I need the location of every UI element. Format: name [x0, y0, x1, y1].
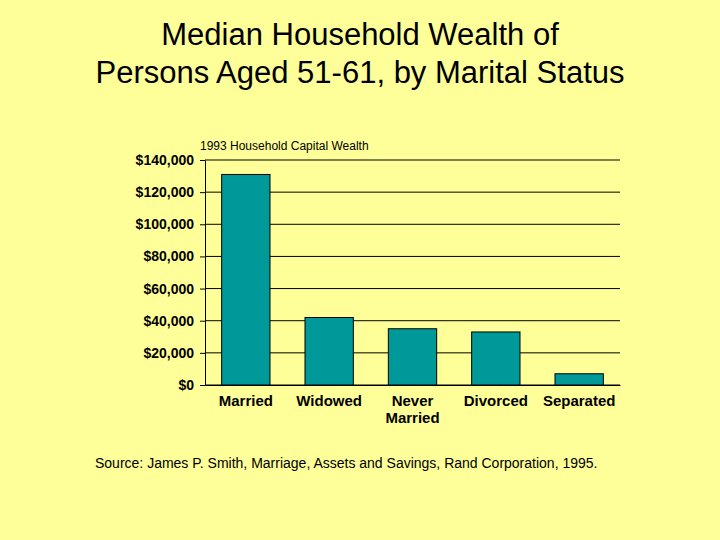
title-line: Persons Aged 51-61, by Marital Status: [95, 55, 624, 90]
x-tick-label: Widowed: [296, 392, 362, 409]
chart-svg: Median Household Wealth ofPersons Aged 5…: [0, 0, 720, 540]
x-tick: Divorced: [464, 385, 528, 409]
source-note: Source: James P. Smith, Marriage, Assets…: [95, 455, 597, 471]
y-tick-mark: [200, 289, 205, 290]
x-tick-label: Married: [219, 392, 273, 409]
x-tick-label-line: Never: [392, 392, 434, 409]
bar: [555, 374, 603, 385]
title: Median Household Wealth ofPersons Aged 5…: [95, 17, 624, 90]
x-tick-label: Separated: [543, 392, 616, 409]
x-tick: Widowed: [296, 385, 362, 409]
y-tick-label: $140,000: [136, 152, 195, 168]
x-axis-line: [206, 385, 621, 386]
x-tick-label-line: Married: [385, 409, 439, 426]
x-tick-label: NeverMarried: [385, 392, 439, 426]
bar: [472, 332, 520, 385]
y-tick-label: $100,000: [136, 216, 195, 232]
y-tick-label: $0: [178, 377, 194, 393]
y-tick: $20,000: [143, 345, 205, 361]
y-tick: $120,000: [136, 184, 205, 200]
x-tick: NeverMarried: [385, 385, 439, 426]
y-tick: $80,000: [143, 248, 205, 264]
y-tick-label: $120,000: [136, 184, 195, 200]
y-tick: $0: [178, 377, 205, 393]
grid: [205, 160, 620, 385]
y-tick-mark: [200, 256, 205, 257]
bar: [388, 329, 436, 385]
y-tick: $40,000: [143, 313, 205, 329]
x-tick-label: Divorced: [464, 392, 528, 409]
title-line: Median Household Wealth of: [161, 17, 559, 52]
y-tick-mark: [200, 321, 205, 322]
x-tick: Married: [219, 385, 273, 409]
y-tick-mark: [200, 353, 205, 354]
y-tick: $140,000: [136, 152, 205, 168]
grid-line: [205, 160, 620, 161]
y-tick: $100,000: [136, 216, 205, 232]
y-tick-label: $60,000: [143, 281, 194, 297]
x-axis: MarriedWidowedNeverMarriedDivorcedSepara…: [206, 385, 621, 426]
bars: [222, 174, 604, 385]
y-tick-mark: [200, 385, 205, 386]
y-axis: $0 $20,000 $40,000 $60,000 $80,000 $100,000 $1…: [136, 152, 206, 393]
bar: [222, 174, 270, 385]
background: [0, 0, 720, 540]
y-tick-label: $20,000: [143, 345, 194, 361]
y-tick-label: $40,000: [143, 313, 194, 329]
subtitle: 1993 Household Capital Wealth: [200, 139, 369, 153]
chart-container: Median Household Wealth ofPersons Aged 5…: [0, 0, 720, 540]
y-tick-label: $80,000: [143, 248, 194, 264]
y-tick-mark: [200, 224, 205, 225]
y-tick-mark: [200, 160, 205, 161]
y-tick: $60,000: [143, 281, 205, 297]
x-tick: Separated: [543, 385, 616, 409]
bar: [305, 318, 353, 386]
y-axis-line: [205, 161, 206, 386]
y-tick-mark: [200, 192, 205, 193]
